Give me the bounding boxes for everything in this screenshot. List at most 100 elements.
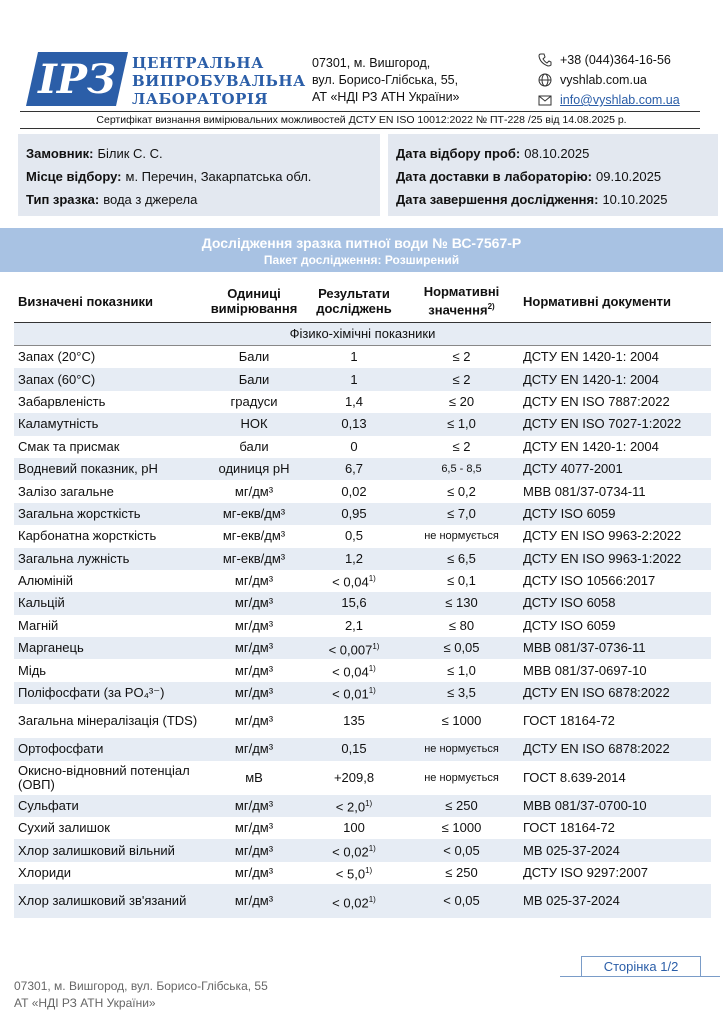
indicator: Запах (60°C) xyxy=(14,368,204,391)
result-note: 1) xyxy=(368,686,376,696)
data-row: Карбонатна жорсткість мг-екв/дм³ 0,5 не нор… xyxy=(14,525,711,547)
page-number: Сторінка 1/2 xyxy=(581,956,701,977)
indicator: Карбонатна жорсткість xyxy=(18,528,157,544)
result: 0,95 xyxy=(304,502,404,526)
norm: ≤ 3,5 xyxy=(404,681,519,705)
column-header: Результати досліджень xyxy=(304,280,404,323)
norm: не нормується xyxy=(404,738,519,761)
data-row: Сульфати мг/дм³ < 2,01) ≤ 250 МВВ 081/37-070… xyxy=(14,794,711,818)
result: 100 xyxy=(304,817,404,839)
document: МВ 025-37-2024 xyxy=(519,839,711,862)
data-row: Загальна жорсткість мг-екв/дм³ 0,95 ≤ 7,0 ДС… xyxy=(14,502,711,526)
data-row: Хлор залишковий вільний мг/дм³ < 0,021) < 0… xyxy=(14,839,711,862)
data-row: Забарвленість градуси 1,4 ≤ 20 ДСТУ EN ISO 7… xyxy=(14,391,711,413)
unit: мг/дм³ xyxy=(234,573,274,589)
column-header: Визначені показники xyxy=(14,280,204,323)
result: 0,02 xyxy=(304,480,404,502)
indicator: Хлор залишковий вільний xyxy=(14,839,204,862)
rule xyxy=(20,128,700,129)
column-header: Одиниці вимірювання xyxy=(204,280,304,323)
indicator: Сухий залишок xyxy=(18,820,110,836)
data-row: Загальна лужність мг-екв/дм³ 1,2 ≤ 6,5 ДСТУ … xyxy=(14,547,711,570)
norm: ≤ 2 xyxy=(452,438,471,454)
data-row: Поліфосфати (за PO₄³⁻) мг/дм³ < 0,011) ≤ 3,… xyxy=(14,681,711,705)
certificate: Сертифікат визнання вимірювальних можлив… xyxy=(96,114,627,126)
header-text: Нормативні значення xyxy=(423,284,500,318)
result-value: 2,1 xyxy=(344,617,364,633)
result-value: 1 xyxy=(350,349,358,365)
unit: бали xyxy=(239,438,269,454)
result-value: 0 xyxy=(350,438,358,454)
result-value: < 0,007 xyxy=(328,641,373,657)
rule xyxy=(560,976,720,977)
document: ДСТУ ISO 9297:2007 xyxy=(523,865,649,880)
logo: ІРЗ xyxy=(26,52,128,106)
document: ДСТУ 4077-2001 xyxy=(519,457,711,481)
data-row: Водневий показник, pH одиниця pH 6,7 6,5 - … xyxy=(14,457,711,481)
unit: одиниця pH xyxy=(204,457,304,481)
norm: ≤ 2 xyxy=(452,349,471,365)
result-value: 15,6 xyxy=(341,595,367,611)
document: МВВ 081/37-0734-11 xyxy=(523,483,646,499)
data-row: Запах (20°C) Бали 1 ≤ 2 ДСТУ EN 1420-1: 2004 xyxy=(14,346,711,369)
logo-text: ІРЗ xyxy=(37,56,116,103)
data-row: Загальна мінералізація (TDS) мг/дм³ 135 ≤ 1… xyxy=(14,704,711,738)
info-value: 10.10.2025 xyxy=(602,192,668,207)
result-value: 0,02 xyxy=(341,483,367,499)
result-note: 1) xyxy=(368,894,376,904)
header-note: 2) xyxy=(487,302,495,312)
indicator: Каламутність xyxy=(14,413,204,436)
banner-title: Дослідження зразка питної води № ВС-7567… xyxy=(201,235,522,251)
norm: ≤ 2 xyxy=(404,368,519,391)
unit: Бали xyxy=(204,368,304,391)
result-value: 135 xyxy=(343,713,365,729)
norm: 6,5 - 8,5 xyxy=(404,457,519,481)
result-value: < 0,02 xyxy=(332,844,369,860)
unit: мг/дм³ xyxy=(204,794,304,818)
section-title: Фізико-хімічні показники xyxy=(14,322,711,346)
indicator: Загальна жорсткість xyxy=(14,502,204,526)
result: < 0,011) xyxy=(304,681,404,705)
result: 1,2 xyxy=(304,547,404,570)
result-value: < 0,04 xyxy=(332,574,369,590)
result: 1,4 xyxy=(304,391,404,413)
info-label: Дата доставки в лабораторію: xyxy=(396,169,593,184)
result-value: 1,4 xyxy=(344,393,364,409)
document: МВВ 081/37-0697-10 xyxy=(523,662,647,678)
document: ДСТУ EN ISO 6878:2022 xyxy=(519,681,711,705)
result-value: 6,7 xyxy=(344,461,364,477)
document: ГОСТ 8.639-2014 xyxy=(523,769,626,785)
unit: мВ xyxy=(245,769,263,785)
data-row: Смак та присмак бали 0 ≤ 2 ДСТУ EN 1420-1: 2… xyxy=(14,436,711,458)
column-header: Нормативні значення2) xyxy=(404,280,519,323)
site[interactable]: vyshlab.com.ua xyxy=(560,73,647,87)
info-value: 09.10.2025 xyxy=(596,169,662,184)
address-line: АТ «НДІ РЗ АТН України» xyxy=(312,90,460,104)
info-value: Білик С. С. xyxy=(97,146,163,161)
document: ДСТУ EN ISO 9963-2:2022 xyxy=(523,528,682,544)
email-row: info@vyshlab.com.ua xyxy=(538,90,680,110)
norm: не нормується xyxy=(424,771,499,784)
norm: ≤ 1000 xyxy=(441,820,482,836)
info-value: м. Перечин, Закарпатська обл. xyxy=(125,169,312,184)
email[interactable]: info@vyshlab.com.ua xyxy=(560,93,680,107)
data-row: Каламутність НОК 0,13 ≤ 1,0 ДСТУ EN ISO 7027… xyxy=(14,413,711,436)
result: < 5,01) xyxy=(304,862,404,884)
unit: мг/дм³ xyxy=(234,713,274,729)
result-value: 0,95 xyxy=(341,505,367,521)
unit: Бали xyxy=(238,349,270,365)
result-value: < 0,01 xyxy=(332,686,369,702)
result-note: 1) xyxy=(365,866,373,876)
header-text: Нормативні документи xyxy=(523,293,672,309)
info-label: Дата відбору проб: xyxy=(396,146,521,161)
site-row: vyshlab.com.ua xyxy=(538,70,680,90)
indicator: Забарвленість xyxy=(18,393,106,409)
data-row: Марганець мг/дм³ < 0,0071) ≤ 0,05 МВВ 081/37… xyxy=(14,637,711,660)
indicator: Хлор залишковий зв'язаний xyxy=(14,884,204,919)
document: ДСТУ ISO 6058 xyxy=(519,592,711,615)
indicator: Залізо загальне xyxy=(18,483,114,499)
norm: ≤ 20 xyxy=(448,393,475,409)
indicator: Загальна мінералізація (TDS) xyxy=(18,713,198,729)
unit: мг/дм³ xyxy=(234,483,274,499)
